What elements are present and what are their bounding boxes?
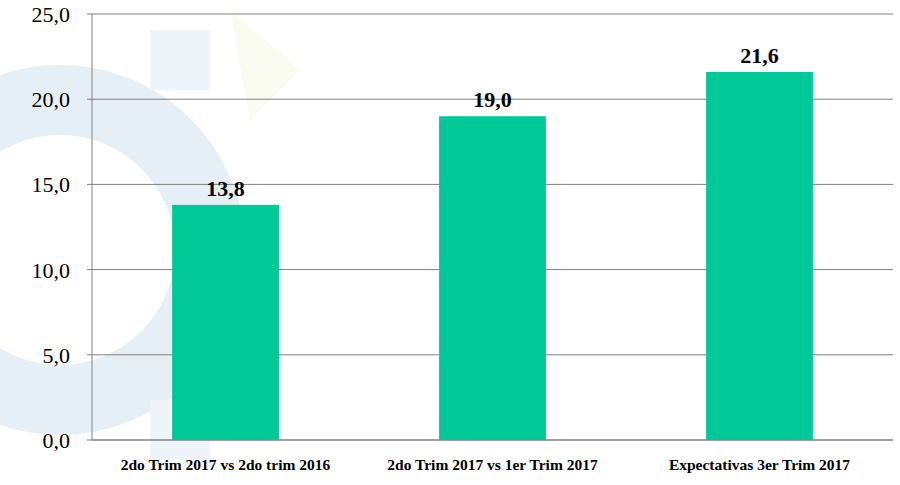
data-label: 21,6 xyxy=(740,43,779,68)
y-tick-label: 10,0 xyxy=(32,258,71,283)
chart-svg: 0,0 5,0 10,0 15,0 20,0 25,0 13,8 19,0 21,6 2do Tr… xyxy=(0,0,900,485)
y-tick-label: 15,0 xyxy=(32,172,71,197)
watermark-tooth xyxy=(150,30,210,90)
grid-line xyxy=(92,14,893,15)
x-tick-label: 2do Trim 2017 vs 2do trim 2016 xyxy=(121,456,331,473)
y-tick-label: 20,0 xyxy=(32,87,71,112)
bar xyxy=(706,72,813,440)
watermark-leaf xyxy=(230,10,300,120)
y-tick xyxy=(87,99,92,100)
watermark xyxy=(0,10,300,460)
y-tick-label: 25,0 xyxy=(32,2,71,27)
data-label: 13,8 xyxy=(206,176,245,201)
grid xyxy=(87,14,893,440)
y-tick xyxy=(87,354,92,355)
bar xyxy=(172,205,279,440)
y-tick xyxy=(87,440,92,441)
y-tick xyxy=(87,184,92,185)
y-tick-label: 0,0 xyxy=(43,428,71,453)
x-tick-label: 2do Trim 2017 vs 1er Trim 2017 xyxy=(387,456,598,473)
x-tick-label: Expectativas 3er Trim 2017 xyxy=(669,456,850,473)
y-tick xyxy=(87,14,92,15)
chart-container: 0,0 5,0 10,0 15,0 20,0 25,0 13,8 19,0 21,6 2do Tr… xyxy=(0,0,900,485)
y-axis-line xyxy=(92,14,93,440)
y-tick-label: 5,0 xyxy=(43,343,71,368)
bar xyxy=(439,116,546,440)
bars xyxy=(172,72,813,440)
data-label: 19,0 xyxy=(473,87,512,112)
y-tick xyxy=(87,269,92,270)
